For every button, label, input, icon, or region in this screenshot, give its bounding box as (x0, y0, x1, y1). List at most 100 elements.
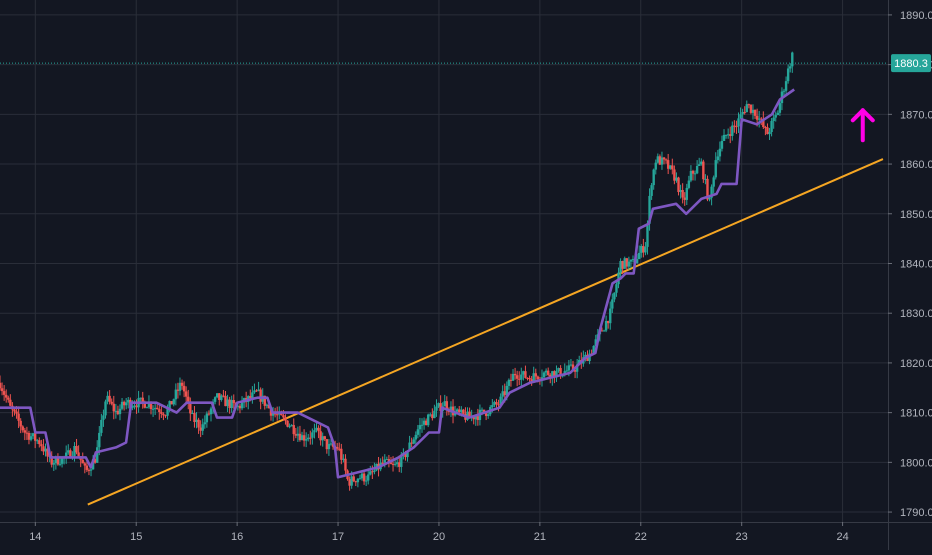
candle-body[interactable] (282, 415, 285, 418)
candle-body[interactable] (85, 465, 89, 470)
candle-body[interactable] (364, 480, 368, 482)
candle-body[interactable] (706, 178, 709, 200)
candle-body[interactable] (176, 389, 180, 391)
candle-body[interactable] (420, 424, 424, 426)
candle-body[interactable] (677, 177, 680, 193)
candle-body[interactable] (367, 474, 370, 481)
candle-body[interactable] (64, 452, 68, 457)
candle-body[interactable] (323, 436, 326, 440)
candle-body[interactable] (571, 364, 575, 370)
candle-body[interactable] (565, 370, 569, 372)
candle-body[interactable] (391, 463, 395, 465)
candle-body[interactable] (69, 450, 72, 459)
candle-body[interactable] (689, 170, 693, 181)
candle-body[interactable] (536, 376, 540, 380)
candle-body[interactable] (631, 258, 635, 260)
price-axis-label[interactable]: 1830.0 (900, 308, 932, 320)
candle-body[interactable] (673, 169, 676, 181)
candle-body[interactable] (666, 160, 670, 169)
candle-body[interactable] (433, 410, 436, 419)
candle-body[interactable] (480, 409, 484, 411)
candle-body[interactable] (406, 450, 409, 458)
candle-body[interactable] (749, 104, 753, 113)
candle-body[interactable] (683, 197, 686, 200)
candle-body[interactable] (646, 223, 649, 247)
candle-body[interactable] (671, 165, 674, 170)
candle-body[interactable] (77, 452, 80, 457)
candle-body[interactable] (642, 246, 645, 253)
candle-body[interactable] (25, 432, 29, 434)
candle-body[interactable] (493, 402, 496, 406)
candle-body[interactable] (629, 259, 633, 262)
candle-body[interactable] (143, 401, 147, 408)
candle-body[interactable] (609, 308, 612, 324)
candle-body[interactable] (691, 170, 695, 174)
candle-body[interactable] (501, 391, 504, 397)
candle-body[interactable] (139, 397, 142, 399)
candle-body[interactable] (757, 118, 761, 120)
candle-body[interactable] (156, 407, 159, 410)
candle-body[interactable] (484, 413, 488, 416)
candle-body[interactable] (222, 395, 225, 397)
candle-body[interactable] (286, 420, 289, 427)
candle-body[interactable] (104, 401, 107, 416)
candle-body[interactable] (317, 427, 320, 432)
candle-body[interactable] (265, 404, 269, 406)
candle-body[interactable] (356, 478, 360, 483)
candle-body[interactable] (209, 408, 213, 415)
candle-body[interactable] (315, 427, 318, 431)
candle-body[interactable] (19, 420, 22, 427)
candle-body[interactable] (656, 156, 660, 163)
candle-body[interactable] (735, 126, 738, 128)
candle-body[interactable] (772, 117, 775, 122)
candle-body[interactable] (393, 463, 397, 465)
candle-body[interactable] (354, 481, 358, 483)
candle-body[interactable] (50, 455, 53, 465)
candle-body[interactable] (675, 177, 678, 181)
candle-body[interactable] (449, 406, 453, 413)
candle-body[interactable] (458, 409, 461, 413)
candle-body[interactable] (232, 399, 235, 403)
candle-body[interactable] (189, 401, 192, 414)
candle-body[interactable] (27, 432, 31, 440)
candle-body[interactable] (271, 413, 275, 416)
candle-body[interactable] (127, 399, 130, 403)
candle-body[interactable] (182, 385, 186, 392)
candle-body[interactable] (588, 353, 591, 362)
candle-body[interactable] (778, 103, 782, 113)
candle-body[interactable] (83, 463, 87, 466)
candle-body[interactable] (300, 435, 304, 441)
candle-body[interactable] (350, 476, 353, 486)
candle-body[interactable] (623, 258, 626, 269)
candle-body[interactable] (284, 417, 287, 421)
candle-body[interactable] (755, 115, 759, 120)
candle-body[interactable] (251, 392, 254, 398)
candle-body[interactable] (669, 165, 672, 169)
candle-body[interactable] (431, 414, 434, 419)
candle-body[interactable] (93, 459, 97, 463)
candle-body[interactable] (9, 399, 12, 406)
candle-body[interactable] (718, 148, 722, 157)
candle-body[interactable] (476, 416, 480, 421)
candle-body[interactable] (302, 435, 306, 441)
candle-body[interactable] (695, 165, 699, 174)
candle-body[interactable] (491, 405, 494, 408)
candle-body[interactable] (687, 180, 691, 188)
price-axis-label[interactable]: 1870.0 (900, 109, 932, 121)
candle-body[interactable] (638, 252, 641, 260)
candle-body[interactable] (60, 457, 64, 464)
candle-body[interactable] (513, 373, 517, 376)
candle-body[interactable] (573, 369, 577, 372)
candle-body[interactable] (96, 447, 99, 463)
candle-body[interactable] (575, 364, 579, 372)
price-axis-label[interactable]: 1850.0 (900, 209, 932, 221)
candle-body[interactable] (553, 371, 556, 378)
candle-body[interactable] (644, 246, 647, 253)
candle-body[interactable] (766, 127, 769, 135)
candle-body[interactable] (724, 134, 728, 136)
candle-body[interactable] (13, 409, 16, 412)
candle-body[interactable] (23, 430, 27, 433)
candle-body[interactable] (555, 370, 558, 378)
candle-body[interactable] (685, 187, 688, 200)
candle-body[interactable] (240, 402, 244, 409)
